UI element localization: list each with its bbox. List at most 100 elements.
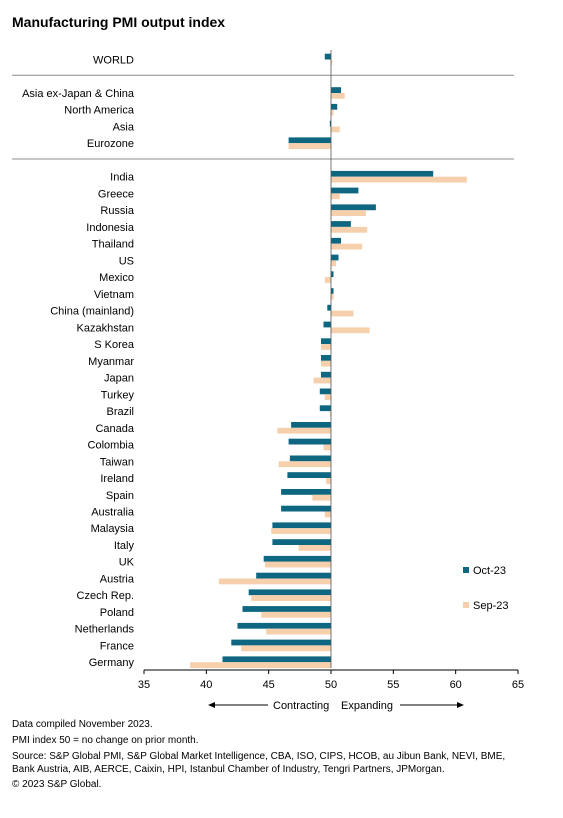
bar-sep-23-spain [312,494,331,501]
category-label: France [100,640,134,652]
category-label: Poland [100,607,134,619]
bar-oct-23-world [324,53,331,60]
category-label: S Korea [94,339,135,351]
bar-oct-23-france [231,639,331,646]
category-label: Vietnam [94,289,134,301]
bar-sep-23-indonesia [331,226,368,233]
bar-oct-23-australia [281,505,331,512]
bar-oct-23-netherlands [237,622,331,629]
group-separators [12,74,514,160]
bar-sep-23-australia [324,511,331,518]
bar-sep-23-taiwan [278,461,331,468]
category-label: UK [119,557,135,569]
bar-oct-23-thailand [331,237,341,244]
bar-sep-23-malaysia [271,528,331,534]
bar-sep-23-brazil [329,411,331,417]
bar-oct-23-czech-rep [248,589,331,596]
footnote-copyright: © 2023 S&P Global. [12,779,102,790]
contracting-arrow-head [208,702,215,708]
category-label: US [119,255,134,267]
direction-arrows: Contracting Expanding [208,700,464,712]
category-label: Austria [100,574,135,586]
bar-oct-23-russia [331,204,376,211]
x-tick-label: 55 [387,679,399,691]
category-label: Canada [95,423,134,435]
x-tick-label: 50 [325,679,337,691]
bar-oct-23-s-korea [321,338,331,345]
category-label: Thailand [92,239,134,251]
legend-label-sep-23: Sep-23 [473,600,508,612]
bar-sep-23-myanmar [321,360,331,367]
bar-oct-23-mexico [331,271,334,278]
bar-oct-23-italy [272,539,331,545]
bar-sep-23-austria [218,578,331,585]
legend: Oct-23 Sep-23 [463,565,508,612]
category-label: Russia [100,205,135,217]
bar-sep-23-kazakhstan [331,327,370,334]
category-label: Colombia [88,440,135,452]
bar-oct-23-spain [281,489,331,495]
bar-sep-23-czech-rep [251,595,331,601]
footnote-data-compiled: Data compiled November 2023. [12,719,153,730]
bar-sep-23-germany [190,662,331,668]
category-label: Kazakhstan [77,322,134,334]
category-label: China (mainland) [50,306,134,318]
category-label: Australia [91,507,135,519]
bar-sep-23-russia [331,210,366,216]
category-label: Asia [113,122,135,134]
x-tick-label: 60 [450,679,462,691]
bar-oct-23-us [331,254,339,261]
x-tick-label: 65 [512,679,524,691]
bar-oct-23-greece [331,187,359,194]
category-label: Mexico [99,272,134,284]
bar-oct-23-malaysia [272,522,331,529]
bar-oct-23-turkey [319,388,331,395]
category-label: Turkey [101,389,135,401]
bar-oct-23-brazil [319,405,331,412]
category-label: Germany [89,657,135,669]
bar-sep-23-uk [264,561,331,568]
bar-oct-23-india [331,170,434,177]
bar-sep-23-china-mainland [331,310,354,317]
x-axis: 35 40 45 50 55 60 65 [138,50,524,691]
bar-sep-23-france [241,645,331,652]
bar-sep-23-s-korea [321,344,331,350]
bar-sep-23-eurozone [288,143,331,149]
bar-oct-23-uk [263,555,331,562]
legend-swatch-sep-23 [463,602,469,608]
bar-oct-23-vietnam [331,288,334,294]
bar-sep-23-asia-ex-japan-china [331,93,345,99]
bar-oct-23-north-america [331,103,338,110]
bar-oct-23-germany [222,656,331,663]
bar-sep-23-japan [313,377,331,384]
bar-oct-23-asia-ex-japan-china [331,87,341,93]
bar-sep-23-asia [331,126,340,133]
category-label: Indonesia [86,222,135,234]
chart-title: Manufacturing PMI output index [12,14,226,30]
bars [190,53,467,668]
bar-sep-23-canada [277,427,331,434]
category-label: Brazil [106,406,134,418]
category-label: Ireland [100,473,134,485]
bar-sep-23-turkey [324,394,331,401]
bar-sep-23-north-america [331,109,334,116]
bar-oct-23-taiwan [289,455,331,462]
category-label: Italy [114,540,135,552]
bar-oct-23-japan [321,371,331,378]
legend-label-oct-23: Oct-23 [473,565,506,577]
category-label: Malaysia [91,523,135,535]
bar-sep-23-netherlands [266,628,331,635]
category-label: WORLD [93,55,134,67]
x-tick-label: 45 [263,679,275,691]
category-label: Netherlands [75,624,135,636]
bar-oct-23-asia [329,120,331,127]
category-label: Eurozone [87,138,134,150]
bar-oct-23-ireland [287,472,331,478]
bar-sep-23-colombia [323,444,331,451]
bar-oct-23-kazakhstan [323,321,331,328]
bar-oct-23-poland [242,606,331,612]
category-label: Asia ex-Japan & China [22,88,135,100]
bar-sep-23-vietnam [331,293,334,300]
footnote-source-line2: Bank Austria, AIB, AERCE, Caixin, HPI, I… [12,764,445,775]
bar-sep-23-greece [331,193,340,200]
